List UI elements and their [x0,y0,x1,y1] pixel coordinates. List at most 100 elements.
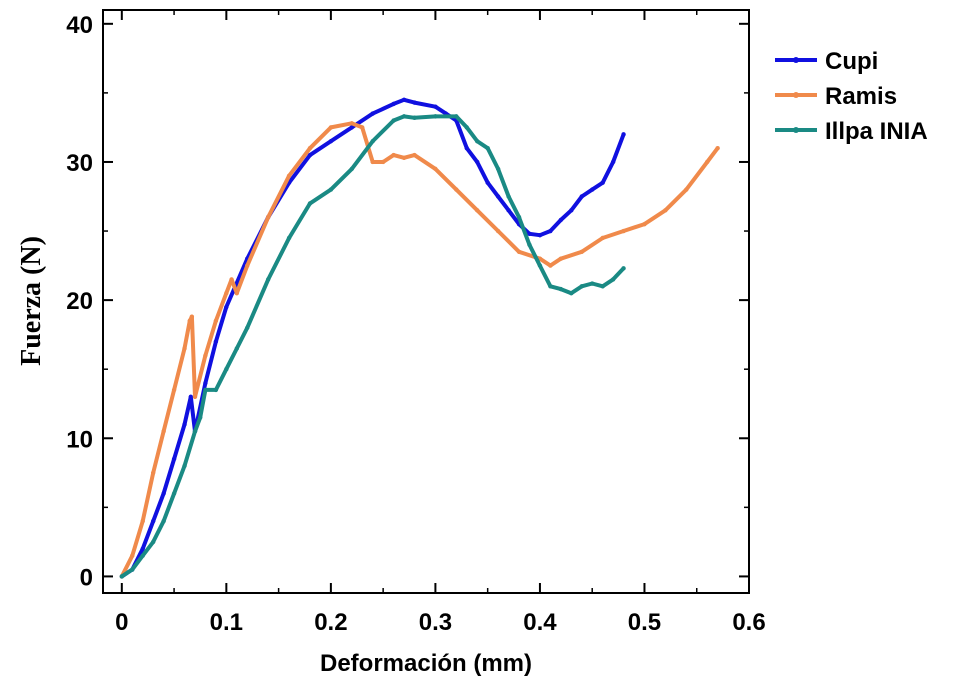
data-point [433,114,438,119]
data-point [401,114,407,119]
data-point [245,263,250,268]
data-point [412,152,417,158]
data-point [380,159,386,165]
data-point [516,249,522,254]
data-point [171,387,177,393]
x-tick-label: 0 [115,609,128,636]
data-point [286,173,292,178]
data-point [610,159,616,165]
data-point [579,194,584,199]
data-point [224,304,229,310]
data-point [140,518,145,524]
data-point [349,125,354,130]
data-point [579,284,584,289]
data-point [537,263,543,268]
data-point [213,339,219,344]
data-point [663,208,668,213]
data-point [642,221,647,227]
data-point [454,114,459,119]
data-point [203,380,208,386]
data-point [600,180,605,185]
data-point [600,235,605,241]
data-point [130,553,135,558]
plot-frame [102,9,750,594]
data-point [475,139,480,144]
data-point [182,422,187,427]
axis-ticks [103,10,750,593]
data-point [516,215,522,220]
data-point [475,208,480,213]
series-line-0 [120,97,626,579]
data-point [192,394,198,400]
data-point [307,201,313,206]
data-point [485,180,490,185]
data-point [161,518,166,524]
data-point [506,194,511,199]
data-point [203,387,208,393]
data-point [715,145,720,151]
series-line-2 [120,114,626,579]
data-point [286,235,292,241]
data-point [349,121,354,126]
data-point [391,118,396,123]
data-point [187,318,192,324]
data-point [401,97,407,102]
data-point [548,284,553,289]
data-point [203,353,208,358]
data-point [370,159,375,165]
y-tick-label: 40 [66,12,93,39]
legend-label: Cupi [825,48,878,75]
data-point [558,256,564,261]
data-point [558,217,564,223]
data-point [412,100,417,105]
data-point [182,463,187,469]
data-point [401,155,407,161]
data-point [569,208,574,213]
x-tick-label: 0.1 [210,609,243,636]
data-point [433,104,438,109]
data-point [590,281,595,286]
data-point [307,152,313,158]
data-point [213,318,219,324]
data-point [684,187,689,192]
data-point [590,187,595,192]
data-point [600,284,605,289]
data-point [527,231,532,237]
data-point [548,228,553,234]
legend: Cupi Ramis Illpa INIA [775,48,928,145]
legend-marker [793,57,799,63]
data-point [579,249,584,254]
data-point [433,166,438,172]
data-point [621,266,626,271]
data-point [506,208,511,213]
data-point [569,291,574,296]
data-point [495,194,501,199]
data-point [370,111,375,116]
data-point [307,145,313,151]
x-tick-label: 0.5 [628,609,661,636]
data-point [224,291,229,296]
y-tick-label: 20 [66,288,93,315]
data-point [360,125,365,130]
data-point [391,152,396,158]
data-point [245,325,250,330]
data-point [548,263,553,268]
data-point [610,277,616,282]
data-point [234,291,239,296]
data-point [265,215,271,220]
data-point [182,346,187,351]
data-point [495,166,501,172]
data-point [412,115,417,120]
data-point [265,277,271,282]
y-tick-label: 10 [66,426,93,453]
data-point [328,187,334,192]
data-point [349,166,354,172]
legend-label: Ramis [825,83,897,110]
x-tick-label: 0.6 [732,609,765,636]
data-point [495,228,501,234]
legend-label: Illpa INIA [825,118,928,145]
x-tick-label: 0.3 [419,609,452,636]
y-tick-label: 0 [80,564,93,591]
data-point [171,456,177,462]
